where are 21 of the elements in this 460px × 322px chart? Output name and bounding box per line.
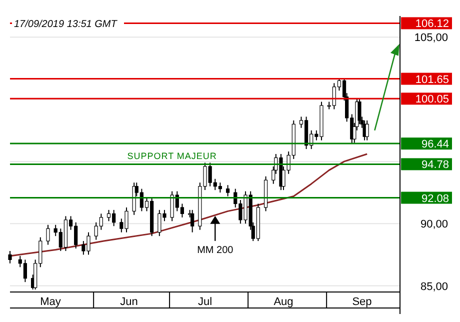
x-tick-label: Jun bbox=[120, 296, 138, 308]
ref-line-label: 101.65 bbox=[415, 74, 449, 86]
x-tick-label: May bbox=[40, 296, 62, 308]
annotation: 17/09/2019 13:51 GMT bbox=[14, 19, 118, 30]
annotation: SUPPORT MAJEUR bbox=[127, 151, 217, 162]
y-tick-label: 90,00 bbox=[420, 218, 448, 231]
ref-line-label: 100.05 bbox=[415, 94, 449, 106]
annotation: MM 200 bbox=[197, 244, 234, 256]
candlestick bbox=[8, 250, 12, 264]
x-tick-label: Sep bbox=[352, 296, 372, 308]
x-tick-label: Jul bbox=[198, 296, 212, 308]
candlestick bbox=[226, 184, 230, 197]
candlestick bbox=[46, 224, 50, 246]
ref-line-label: 96.44 bbox=[421, 138, 449, 151]
ref-line-label: 92.08 bbox=[421, 192, 449, 205]
x-tick-label: Aug bbox=[274, 296, 294, 308]
ref-line-label: 106.12 bbox=[415, 18, 449, 30]
y-tick-label: 105,00 bbox=[414, 32, 448, 44]
ref-line-label: 94.78 bbox=[421, 159, 449, 172]
y-tick-label: 85,00 bbox=[420, 280, 448, 293]
candlestick bbox=[190, 209, 194, 233]
